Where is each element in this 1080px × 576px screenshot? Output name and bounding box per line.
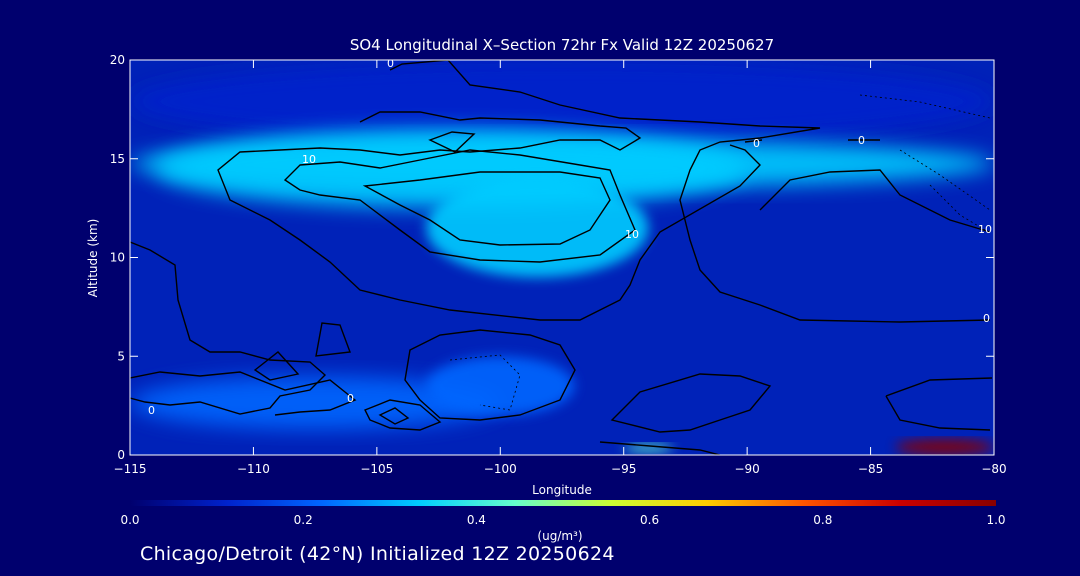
contour-label: 10 [978, 223, 992, 236]
contour-label: 0 [148, 404, 155, 417]
contour-line [130, 371, 357, 416]
contour-line [217, 111, 761, 321]
contour-line [389, 60, 991, 323]
x-tick-label: −95 [611, 462, 636, 476]
y-axis: 0 5 10 15 20 [110, 53, 994, 462]
contour-line [859, 94, 991, 119]
y-tick-label: 5 [117, 349, 125, 363]
field-region [130, 376, 501, 430]
chart-title: SO4 Longitudinal X–Section 72hr Fx Valid… [350, 36, 774, 54]
heatmap-field: 0 10 0 0 10 0 10 0 0 [130, 57, 994, 455]
x-tick-label: −80 [981, 462, 1006, 476]
contour-label: 10 [302, 153, 316, 166]
x-tick-label: −85 [858, 462, 883, 476]
colorbar-tick-label: 0.2 [294, 513, 313, 527]
contour-line [362, 171, 611, 246]
contour-line [404, 329, 576, 421]
field-region [426, 178, 649, 278]
contour-label: 10 [625, 228, 639, 241]
y-tick-label: 20 [110, 53, 125, 67]
contour-label: 0 [347, 392, 354, 405]
contour-labels: 0 10 0 0 10 0 10 0 0 [148, 57, 992, 417]
colorbar-ticks: 0.0 0.2 0.4 0.6 0.8 1.0 [120, 513, 1005, 527]
contour-line [744, 139, 763, 143]
x-axis: −115 −110 −105 −100 −95 −90 −85 −80 [114, 60, 1007, 476]
x-tick-label: −115 [114, 462, 147, 476]
contour-label: 0 [387, 57, 394, 70]
contour-line [899, 149, 991, 211]
contour-line [885, 377, 993, 397]
contour-line [929, 184, 986, 231]
contour-line [428, 131, 476, 153]
colorbar [130, 500, 996, 506]
x-tick-label: −110 [237, 462, 270, 476]
contour-line [610, 373, 772, 433]
contour-line [130, 241, 327, 415]
field-region [426, 356, 575, 416]
colorbar-tick-label: 0.6 [640, 513, 659, 527]
y-tick-label: 15 [110, 152, 125, 166]
field-regions [130, 60, 994, 455]
field-region [154, 129, 748, 209]
contour-label: 0 [753, 137, 760, 150]
contour-label: 0 [858, 134, 865, 147]
field-region [895, 439, 994, 455]
contour-line [283, 149, 636, 263]
x-tick-label: −105 [360, 462, 393, 476]
contour-label: 0 [983, 312, 990, 325]
field-region [130, 60, 994, 143]
contour-lines [130, 60, 993, 455]
contour-line [599, 441, 721, 455]
contour-line [364, 399, 442, 431]
footer-caption: Chicago/Detroit (42°N) Initialized 12Z 2… [140, 543, 615, 565]
contour-line [449, 354, 521, 411]
y-axis-label: Altitude (km) [86, 219, 100, 298]
dashed-contours [449, 94, 991, 411]
x-axis-label: Longitude [532, 483, 592, 497]
colorbar-tick-label: 0.8 [813, 513, 832, 527]
x-tick-label: −100 [484, 462, 517, 476]
colorbar-units-label: (ug/m³) [537, 529, 582, 543]
contour-line [315, 322, 351, 357]
y-tick-label: 10 [110, 251, 125, 265]
field-region [623, 444, 674, 453]
colorbar-tick-label: 0.4 [467, 513, 486, 527]
colorbar-tick-label: 1.0 [986, 513, 1005, 527]
contour-line [885, 395, 991, 431]
contour-line [759, 169, 991, 233]
contour-line [378, 407, 410, 425]
colorbar-tick-label: 0.0 [120, 513, 139, 527]
contour-line [253, 351, 300, 381]
x-tick-label: −90 [734, 462, 759, 476]
y-tick-label: 0 [117, 448, 125, 462]
